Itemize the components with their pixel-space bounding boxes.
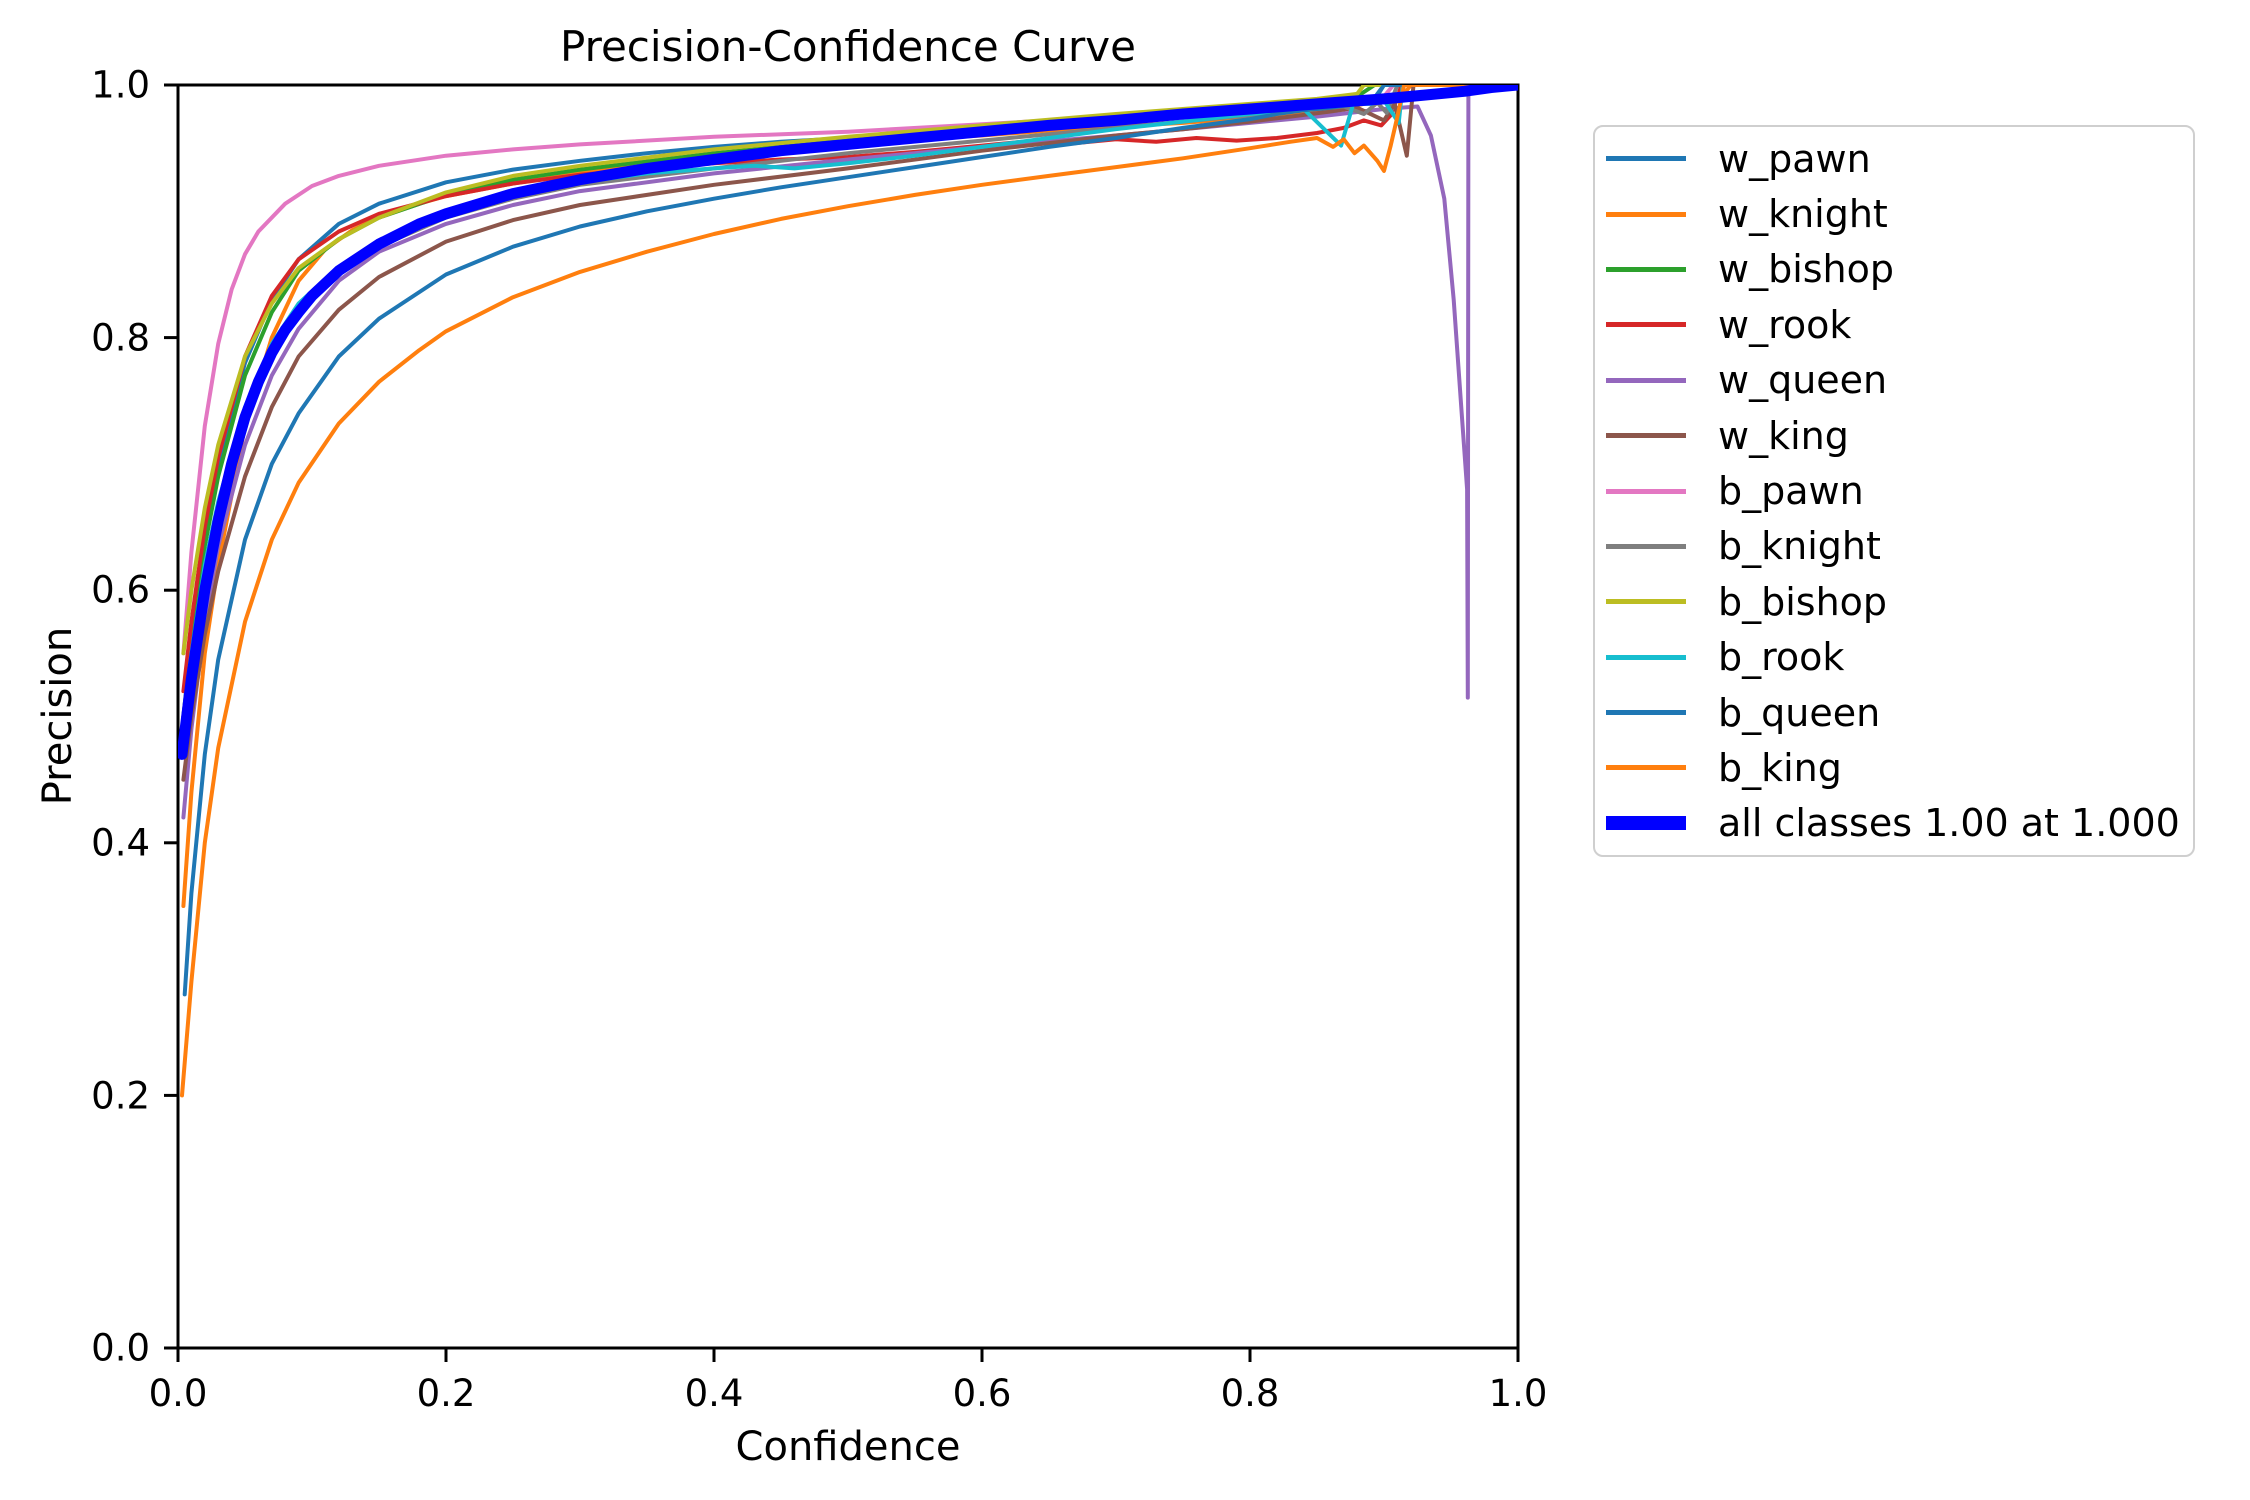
legend-label: w_knight	[1718, 192, 1888, 237]
x-tick-label: 0.4	[684, 1372, 744, 1415]
legend-item-w-pawn: w_pawn	[1595, 131, 2193, 186]
curve-b_knight	[181, 85, 1518, 719]
x-tick-label: 0.8	[1220, 1372, 1280, 1415]
legend-label: w_rook	[1718, 302, 1852, 347]
curve-w_bishop	[181, 85, 1518, 719]
curve-w_pawn	[181, 85, 1518, 719]
legend-box: w_pawn w_knight w_bishop w_rook w_queen …	[1593, 125, 2195, 857]
legend-label: w_bishop	[1718, 247, 1895, 292]
legend-item-w-bishop: w_bishop	[1595, 242, 2193, 297]
curve-b_king	[180, 85, 1518, 1098]
legend-line-sample	[1606, 654, 1686, 660]
x-tick-label: 0.0	[148, 1372, 208, 1415]
legend-line-sample	[1606, 211, 1686, 217]
curve-b_rook	[181, 85, 1518, 719]
legend-label: b_king	[1718, 745, 1842, 790]
legend-line-sample	[1606, 765, 1686, 771]
x-tick-label: 0.6	[952, 1372, 1012, 1415]
y-tick-label: 0.6	[91, 568, 150, 612]
legend-item-w-queen: w_queen	[1595, 353, 2193, 408]
legend-line-sample	[1606, 433, 1686, 439]
legend-label: b_knight	[1718, 524, 1881, 569]
legend-line-sample	[1606, 322, 1686, 328]
axes-frame	[176, 83, 1520, 1350]
legend-line-sample	[1606, 543, 1686, 549]
tick-marks	[164, 83, 1520, 1362]
y-tick-label: 1.0	[91, 63, 150, 107]
legend-line-sample	[1606, 816, 1686, 831]
legend-label: w_pawn	[1718, 136, 1871, 181]
legend-line-sample	[1606, 710, 1686, 716]
curve-w_queen	[181, 85, 1518, 820]
legend-label: b_queen	[1718, 690, 1881, 735]
legend-item-b-queen: b_queen	[1595, 685, 2193, 740]
y-axis-label: Precision	[35, 626, 81, 806]
x-axis-label: Confidence	[735, 1424, 961, 1470]
x-tick-label: 1.0	[1488, 1372, 1548, 1415]
legend-item-w-king: w_king	[1595, 408, 2193, 463]
legend-label: w_king	[1718, 413, 1849, 458]
legend-line-sample	[1606, 156, 1686, 162]
y-tick-label: 0.8	[91, 316, 150, 360]
legend-label: b_bishop	[1718, 579, 1888, 624]
x-tick-label: 0.2	[416, 1372, 476, 1415]
legend-line-sample	[1606, 266, 1686, 272]
curve-w_king	[181, 85, 1518, 782]
y-tick-label: 0.2	[91, 1074, 150, 1118]
curve-b_pawn	[181, 85, 1518, 656]
curve-b_bishop	[181, 85, 1518, 656]
curve-b_queen	[182, 85, 1518, 997]
legend-label: b_pawn	[1718, 469, 1864, 514]
y-tick-label: 0.4	[91, 821, 150, 865]
legend-item-all-classes: all classes 1.00 at 1.000	[1595, 796, 2193, 851]
legend-item-b-rook: b_rook	[1595, 630, 2193, 685]
legend-item-b-king: b_king	[1595, 740, 2193, 795]
legend-item-b-knight: b_knight	[1595, 519, 2193, 574]
legend-item-w-knight: w_knight	[1595, 186, 2193, 241]
legend-label: w_queen	[1718, 358, 1888, 403]
legend-line-sample	[1606, 377, 1686, 383]
curve-lines	[178, 85, 1518, 1098]
y-tick-label: 0.0	[91, 1326, 150, 1370]
legend-label: all classes 1.00 at 1.000	[1718, 801, 2180, 846]
chart-title: Precision-Confidence Curve	[560, 22, 1136, 71]
legend-item-b-pawn: b_pawn	[1595, 463, 2193, 518]
legend-item-w-rook: w_rook	[1595, 297, 2193, 352]
legend-item-b-bishop: b_bishop	[1595, 574, 2193, 629]
curve-all_classes	[178, 85, 1518, 760]
legend-label: b_rook	[1718, 635, 1845, 680]
legend-line-sample	[1606, 599, 1686, 605]
legend-line-sample	[1606, 488, 1686, 494]
curve-w_knight	[181, 85, 1518, 908]
